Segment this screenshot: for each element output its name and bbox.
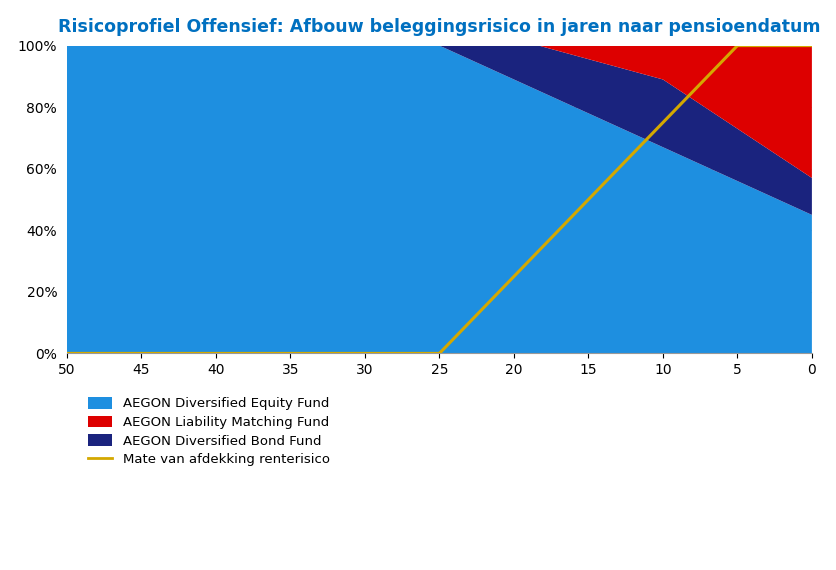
- Legend: AEGON Diversified Equity Fund, AEGON Liability Matching Fund, AEGON Diversified : AEGON Diversified Equity Fund, AEGON Lia…: [89, 397, 329, 466]
- Title: Risicoprofiel Offensief: Afbouw beleggingsrisico in jaren naar pensioendatum: Risicoprofiel Offensief: Afbouw beleggin…: [59, 18, 819, 36]
